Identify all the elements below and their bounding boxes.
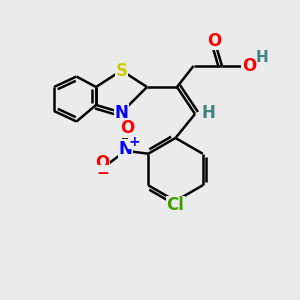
Text: +: +: [128, 135, 140, 149]
Text: N: N: [115, 103, 128, 122]
Text: O: O: [120, 119, 134, 137]
Text: Cl: Cl: [167, 196, 184, 214]
Text: N: N: [119, 140, 133, 158]
Text: S: S: [116, 61, 128, 80]
Text: O: O: [207, 32, 222, 50]
Text: O: O: [95, 154, 109, 172]
Text: O: O: [242, 57, 256, 75]
Text: H: H: [202, 103, 215, 122]
Text: H: H: [255, 50, 268, 64]
Text: −: −: [97, 166, 110, 181]
